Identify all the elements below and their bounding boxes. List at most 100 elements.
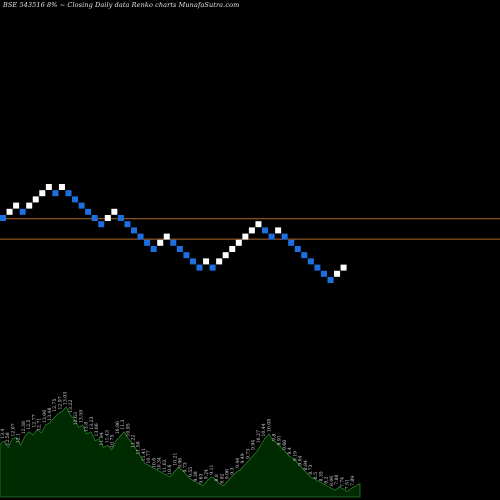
volume-label: 13.06 <box>42 410 48 423</box>
renko-brick-up <box>216 258 223 265</box>
volume-label: 9.91 <box>277 435 283 445</box>
volume-label: 12.63 <box>73 412 79 425</box>
volume-label: 7.89 <box>350 476 356 486</box>
renko-brick-down <box>117 215 124 221</box>
volume-label: 9.3 <box>230 467 236 474</box>
renko-brick-down <box>91 215 98 221</box>
renko-brick-up <box>222 252 229 259</box>
volume-label: 10.75 <box>110 435 116 448</box>
volume-label: 11.94 <box>99 432 105 445</box>
volume-label: 9.73 <box>245 449 251 459</box>
renko-brick-up <box>340 264 347 271</box>
renko-brick-down <box>78 202 85 209</box>
volume-label: 13.4 <box>0 428 6 438</box>
volume-area <box>0 406 361 498</box>
volume-label: 10.34 <box>157 457 163 470</box>
volume-label: 10.27 <box>256 430 262 443</box>
renko-brick-up <box>6 208 13 215</box>
volume-label: 8.35 <box>318 471 324 481</box>
volume-label: 10.77 <box>146 450 152 463</box>
renko-brick-down <box>301 252 308 259</box>
volume-label: 9.66 <box>282 440 288 450</box>
volume-label: 11.3 <box>120 419 126 429</box>
renko-brick-up <box>39 190 46 197</box>
volume-label: 9.38 <box>193 471 199 481</box>
volume-label: 12.38 <box>21 421 27 434</box>
renko-brick-down <box>52 190 59 197</box>
volume-label: 7.88 <box>334 475 340 485</box>
volume-label: 10.95 <box>125 423 131 436</box>
renko-brick-down <box>307 258 314 265</box>
volume-label: 8.06 <box>329 476 335 486</box>
renko-brick-down <box>72 196 79 203</box>
volume-label: 11.22 <box>131 435 137 448</box>
volume-label: 11.58 <box>136 441 142 454</box>
renko-brick-up <box>157 239 164 246</box>
volume-label: 9.73 <box>183 462 189 472</box>
volume-label: 12.97 <box>57 396 63 409</box>
volume-label: 7.51 <box>345 479 351 489</box>
renko-brick-down <box>124 221 131 228</box>
renko-brick-up <box>13 202 20 209</box>
volume-label: 10.6 <box>167 464 173 474</box>
renko-bricks <box>0 184 347 283</box>
renko-brick-up <box>242 233 249 240</box>
renko-brick-down <box>144 239 151 246</box>
volume-label: 13.22 <box>68 400 74 413</box>
volume-label: 8.2 <box>324 476 330 483</box>
volume-label: 9.06 <box>224 469 230 479</box>
volume-label: 9.49 <box>240 453 246 463</box>
volume-label: 9.44 <box>235 458 241 468</box>
renko-brick-down <box>262 227 268 234</box>
volume-label: 10.96 <box>115 421 121 434</box>
volume-label: 12.71 <box>37 418 43 431</box>
renko-brick-up <box>32 196 39 203</box>
renko-brick-down <box>288 239 295 246</box>
chart-title: BSE 543516 8% ~ Closing Daily data Renko… <box>3 1 240 9</box>
renko-brick-down <box>85 208 92 215</box>
volume-label: 12.58 <box>5 432 11 445</box>
volume-label: 12.75 <box>52 399 58 412</box>
volume-label: 12.07 <box>10 423 16 436</box>
volume-label: 8.8 <box>214 474 220 481</box>
renko-brick-down <box>189 258 196 265</box>
renko-brick-down <box>320 270 327 277</box>
renko-brick-up <box>203 258 210 265</box>
volume-label: 13.59 <box>78 410 84 423</box>
volume-label: 13.03 <box>63 392 69 405</box>
volume-label: 7.74 <box>339 477 345 487</box>
volume-label: 12.1 <box>16 433 22 443</box>
volume-label: 10.08 <box>266 419 272 432</box>
renko-brick-down <box>0 215 6 221</box>
renko-brick-up <box>248 227 255 234</box>
volume-label: 10.21 <box>172 453 178 466</box>
renko-brick-down <box>209 264 216 271</box>
volume-label: 13.48 <box>47 408 53 421</box>
volume-label: 10.6 <box>151 458 157 468</box>
volume-label: 9.8 <box>271 434 277 441</box>
renko-brick-down <box>19 208 26 215</box>
renko-brick-up <box>45 184 52 190</box>
volume-label: 9.19 <box>292 451 298 461</box>
renko-brick-up <box>163 233 170 240</box>
volume-label: 9.4 <box>287 447 293 454</box>
renko-brick-down <box>294 246 301 252</box>
volume-label: 9.04 <box>298 455 304 465</box>
renko-brick-up <box>255 221 262 228</box>
renko-brick-up <box>275 227 282 234</box>
renko-brick-down <box>183 252 190 259</box>
renko-brick-up <box>104 215 111 221</box>
renko-brick-down <box>176 246 183 252</box>
renko-brick-up <box>58 184 65 190</box>
volume-label: 12.77 <box>31 414 37 427</box>
volume-label: 9.94 <box>251 440 257 450</box>
volume-label: 11.41 <box>141 448 147 461</box>
volume-label: 13.23 <box>89 417 95 430</box>
volume-label: 8.84 <box>303 460 309 470</box>
renko-brick-down <box>150 246 157 252</box>
renko-brick-down <box>327 277 334 283</box>
volume-label: 9.63 <box>198 473 204 483</box>
reference-lines <box>0 218 500 240</box>
volume-label: 10.44 <box>261 423 267 436</box>
